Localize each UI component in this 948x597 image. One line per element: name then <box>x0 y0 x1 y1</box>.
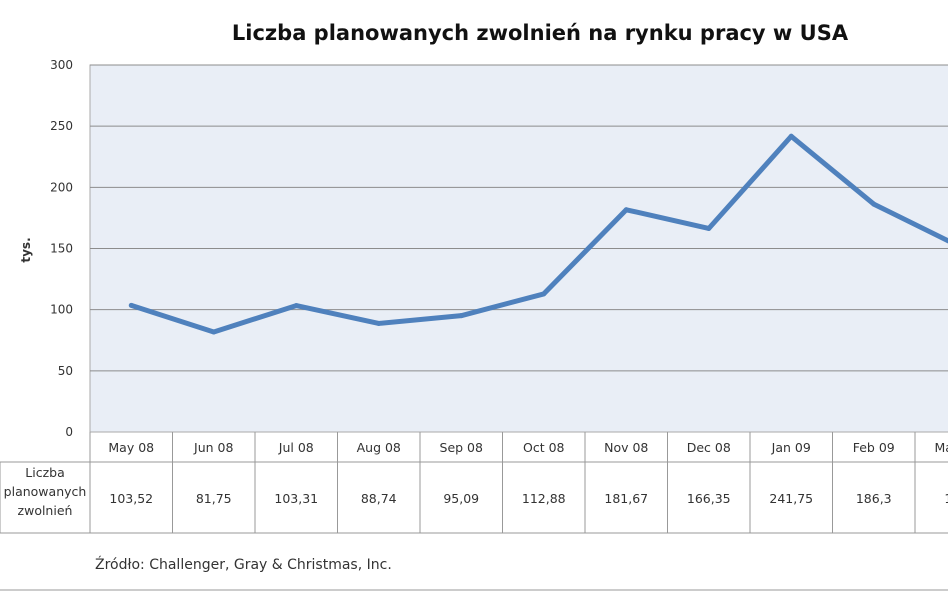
data-point <box>871 201 877 207</box>
y-tick-label: 50 <box>58 364 73 378</box>
y-tick-label: 0 <box>65 425 73 439</box>
y-tick-label: 100 <box>50 303 73 317</box>
data-point <box>293 303 299 309</box>
data-point <box>706 225 712 231</box>
table-row-label: Liczba <box>25 465 64 480</box>
data-label: 241,75 <box>769 491 813 506</box>
y-tick-label: 300 <box>50 58 73 72</box>
data-label: 103,52 <box>109 491 153 506</box>
data-point <box>128 302 134 308</box>
chart-title: Liczba planowanych zwolnień na rynku pra… <box>232 21 849 45</box>
data-label: 186,3 <box>856 491 892 506</box>
data-label: 112,88 <box>522 491 566 506</box>
source-note: Źródło: Challenger, Gray & Christmas, In… <box>95 555 392 573</box>
x-tick-label: Mar 09 <box>935 440 948 455</box>
data-point <box>458 313 464 319</box>
x-tick-label: Jun 08 <box>193 440 233 455</box>
table-row-label: zwolnień <box>18 503 73 518</box>
y-tick-label: 200 <box>50 180 73 194</box>
table-row-label: planowanych <box>4 484 87 499</box>
data-label: 88,74 <box>361 491 397 506</box>
data-point <box>541 291 547 297</box>
data-label: 153 <box>944 491 948 506</box>
y-tick-label: 150 <box>50 242 73 256</box>
data-point <box>211 329 217 335</box>
x-tick-label: Dec 08 <box>687 440 731 455</box>
data-label: 95,09 <box>443 491 479 506</box>
data-label: 166,35 <box>687 491 731 506</box>
data-point <box>376 320 382 326</box>
x-tick-label: May 08 <box>108 440 154 455</box>
x-tick-label: Oct 08 <box>523 440 565 455</box>
x-tick-label: Sep 08 <box>440 440 483 455</box>
y-tick-label: 250 <box>50 119 73 133</box>
data-point <box>623 207 629 213</box>
data-point <box>788 133 794 139</box>
x-tick-label: Aug 08 <box>357 440 401 455</box>
x-tick-label: Jul 08 <box>278 440 314 455</box>
x-tick-label: Nov 08 <box>604 440 648 455</box>
data-label: 103,31 <box>274 491 318 506</box>
data-label: 81,75 <box>196 491 232 506</box>
y-axis-label: tys. <box>19 237 33 262</box>
data-label: 181,67 <box>604 491 648 506</box>
x-tick-label: Jan 09 <box>771 440 811 455</box>
x-tick-label: Feb 09 <box>853 440 895 455</box>
